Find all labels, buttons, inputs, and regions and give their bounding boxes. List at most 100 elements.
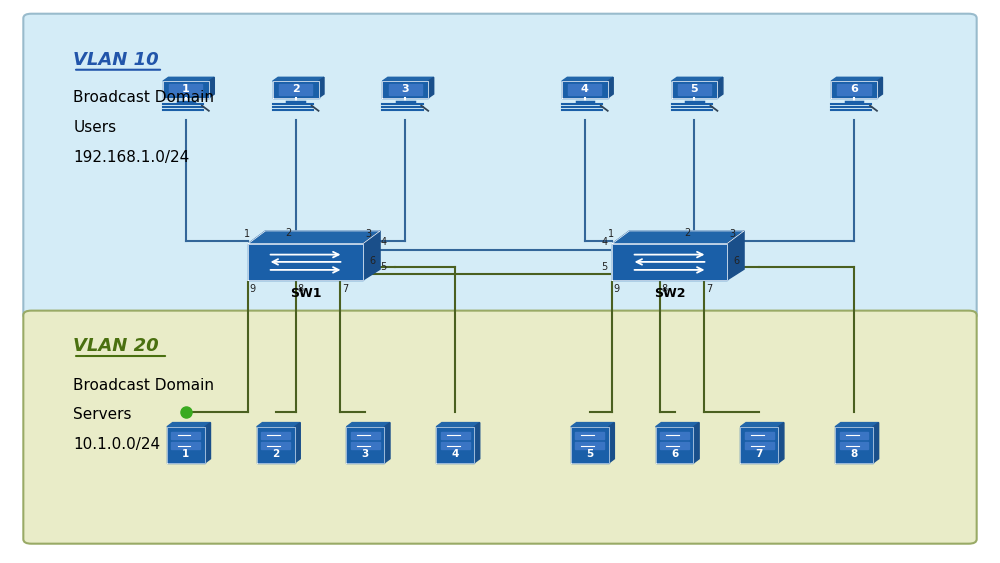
Text: 4: 4: [380, 237, 386, 247]
Polygon shape: [660, 442, 689, 449]
Polygon shape: [163, 77, 214, 81]
Text: 2: 2: [684, 229, 690, 238]
Text: 4: 4: [602, 237, 608, 247]
Polygon shape: [169, 84, 202, 95]
Text: VLAN 10: VLAN 10: [73, 51, 159, 69]
Text: 5: 5: [380, 262, 387, 272]
Polygon shape: [248, 244, 363, 280]
Polygon shape: [382, 81, 428, 98]
Polygon shape: [656, 423, 699, 427]
Polygon shape: [612, 231, 744, 244]
Text: 5: 5: [601, 262, 608, 272]
Text: Broadcast Domain: Broadcast Domain: [73, 90, 214, 105]
Text: 6: 6: [850, 84, 858, 94]
Text: 10.1.0.0/24: 10.1.0.0/24: [73, 437, 160, 452]
Polygon shape: [672, 81, 717, 98]
Polygon shape: [568, 84, 601, 95]
Polygon shape: [778, 423, 784, 463]
Polygon shape: [261, 442, 290, 449]
Polygon shape: [171, 431, 200, 439]
Polygon shape: [167, 427, 205, 463]
Text: 4: 4: [581, 84, 589, 94]
Text: 1: 1: [244, 229, 250, 239]
Polygon shape: [608, 77, 613, 98]
Polygon shape: [835, 427, 873, 463]
Text: 2: 2: [272, 449, 279, 459]
Text: 4: 4: [451, 449, 459, 459]
Text: 6: 6: [369, 256, 375, 266]
Text: 6: 6: [671, 449, 678, 459]
Polygon shape: [346, 423, 390, 427]
Text: 1: 1: [608, 229, 614, 239]
Polygon shape: [205, 423, 211, 463]
Polygon shape: [678, 84, 711, 95]
Text: 9: 9: [614, 284, 620, 294]
Polygon shape: [248, 231, 380, 244]
Text: 2: 2: [285, 229, 292, 238]
Text: SW2: SW2: [654, 287, 685, 301]
Polygon shape: [474, 423, 480, 463]
Polygon shape: [877, 77, 882, 98]
Text: 6: 6: [733, 256, 739, 266]
Polygon shape: [436, 427, 474, 463]
Text: 3: 3: [729, 229, 735, 239]
Polygon shape: [389, 84, 422, 95]
Polygon shape: [428, 77, 434, 98]
Polygon shape: [441, 431, 470, 439]
Polygon shape: [257, 427, 295, 463]
Text: 2: 2: [292, 84, 299, 94]
Text: 5: 5: [586, 449, 593, 459]
Text: 3: 3: [401, 84, 409, 94]
Polygon shape: [382, 77, 434, 81]
Polygon shape: [840, 442, 868, 449]
Polygon shape: [351, 442, 380, 449]
Polygon shape: [441, 442, 470, 449]
Polygon shape: [295, 423, 300, 463]
Polygon shape: [575, 431, 604, 439]
Polygon shape: [363, 231, 380, 280]
Polygon shape: [717, 77, 723, 98]
Polygon shape: [384, 423, 390, 463]
Polygon shape: [835, 423, 879, 427]
Polygon shape: [831, 81, 877, 98]
Polygon shape: [840, 431, 868, 439]
Polygon shape: [562, 77, 613, 81]
Polygon shape: [279, 84, 312, 95]
Polygon shape: [740, 423, 784, 427]
Polygon shape: [693, 423, 699, 463]
Polygon shape: [609, 423, 614, 463]
Text: 7: 7: [706, 284, 713, 294]
Polygon shape: [319, 77, 324, 98]
Text: 3: 3: [362, 449, 369, 459]
Polygon shape: [660, 431, 689, 439]
Polygon shape: [273, 77, 324, 81]
Polygon shape: [562, 81, 608, 98]
Polygon shape: [745, 442, 774, 449]
Text: 5: 5: [691, 84, 698, 94]
Text: 9: 9: [250, 284, 256, 294]
Polygon shape: [745, 431, 774, 439]
Polygon shape: [171, 442, 200, 449]
Text: 8: 8: [298, 284, 304, 294]
Polygon shape: [571, 427, 609, 463]
Polygon shape: [346, 427, 384, 463]
Polygon shape: [209, 77, 214, 98]
Polygon shape: [273, 81, 319, 98]
Polygon shape: [163, 81, 209, 98]
Text: 3: 3: [365, 229, 372, 239]
Text: SW1: SW1: [290, 287, 321, 301]
Polygon shape: [571, 423, 614, 427]
Text: 1: 1: [182, 449, 189, 459]
Text: 8: 8: [662, 284, 668, 294]
Text: 1: 1: [182, 84, 190, 94]
Polygon shape: [656, 427, 693, 463]
Polygon shape: [740, 427, 778, 463]
Polygon shape: [257, 423, 300, 427]
Polygon shape: [727, 231, 744, 280]
Text: 8: 8: [850, 449, 858, 459]
Polygon shape: [167, 423, 211, 427]
Polygon shape: [831, 77, 882, 81]
Polygon shape: [575, 442, 604, 449]
FancyBboxPatch shape: [23, 14, 977, 320]
Text: 192.168.1.0/24: 192.168.1.0/24: [73, 150, 189, 164]
